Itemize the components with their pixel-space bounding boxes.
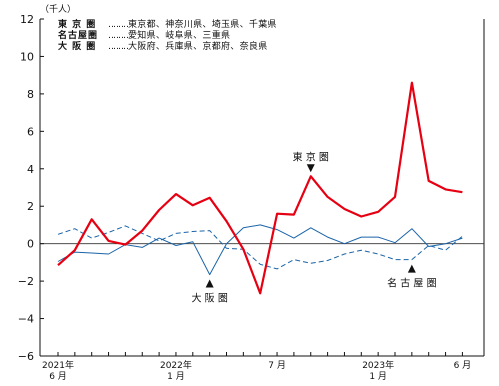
y-tick-label: 8 xyxy=(27,88,34,101)
annotation-label: 大 阪 圏 xyxy=(191,292,227,305)
legend-prefs-nagoya: 愛知県、岐阜県、三重県 xyxy=(128,31,231,41)
y-tick-label: 12 xyxy=(20,13,34,26)
x-tick-label: 6 月 xyxy=(49,371,67,382)
legend-region-tokyo: 東 京 圏 xyxy=(58,20,97,30)
x-tick-label: 2023年 xyxy=(362,359,394,371)
legend-region-nagoya: 名古屋圏 xyxy=(58,31,99,41)
legend-dots: ‥‥‥‥‥ xyxy=(108,42,128,52)
legend-row-osaka: 大 阪 圏 ‥‥‥‥‥大阪府、兵庫県、京都府、奈良県 xyxy=(58,42,277,53)
annotation-marker xyxy=(306,164,315,173)
y-tick-label: 10 xyxy=(20,50,34,63)
annotation-label: 名 古 屋 圏 xyxy=(387,277,437,290)
legend-region-osaka: 大 阪 圏 xyxy=(58,42,97,52)
x-tick-label: 1 月 xyxy=(369,371,387,382)
y-tick-label: 4 xyxy=(27,163,34,176)
series-line-2 xyxy=(57,225,463,270)
x-tick-label: 6 月 xyxy=(454,360,472,371)
series-line-1 xyxy=(57,224,463,276)
series-lines xyxy=(57,81,463,295)
legend: 東 京 圏‥‥‥‥‥東京都、神奈川県、埼玉県、千葉県 名古屋圏‥‥‥‥‥愛知県、… xyxy=(58,20,277,53)
y-tick-label: −2 xyxy=(18,275,34,288)
legend-row-nagoya: 名古屋圏 ‥‥‥‥‥愛知県、岐阜県、三重県 xyxy=(58,31,277,42)
y-tick-label: −6 xyxy=(18,350,34,363)
legend-dots: ‥‥‥‥‥ xyxy=(108,31,128,41)
x-tick-label: 2022年 xyxy=(160,359,192,371)
annotation-marker xyxy=(407,264,416,273)
series-line-0 xyxy=(57,81,463,295)
annotation-label: 東 京 圏 xyxy=(293,150,329,163)
legend-dots: ‥‥‥‥‥ xyxy=(108,20,128,30)
x-tick-label: 2021年 xyxy=(42,359,74,371)
annotation-marker xyxy=(205,279,214,288)
annotations: 東 京 圏大 阪 圏 名 古 屋 圏 xyxy=(191,150,436,304)
y-tick-label: −4 xyxy=(18,313,34,326)
y-tick-label: 0 xyxy=(27,238,34,251)
legend-row-tokyo: 東 京 圏 ‥‥‥‥‥東京都、神奈川県、埼玉県、千葉県 xyxy=(58,20,277,31)
x-tick-label: 7 月 xyxy=(268,360,286,371)
legend-prefs-tokyo: 東京都、神奈川県、埼玉県、千葉県 xyxy=(128,20,277,30)
y-tick-label: 6 xyxy=(27,125,34,138)
x-tick-label: 1 月 xyxy=(167,371,185,382)
y-tick-label: 2 xyxy=(27,200,34,213)
legend-prefs-osaka: 大阪府、兵庫県、京都府、奈良県 xyxy=(128,42,268,52)
y-unit-label: （千人） xyxy=(40,4,76,15)
